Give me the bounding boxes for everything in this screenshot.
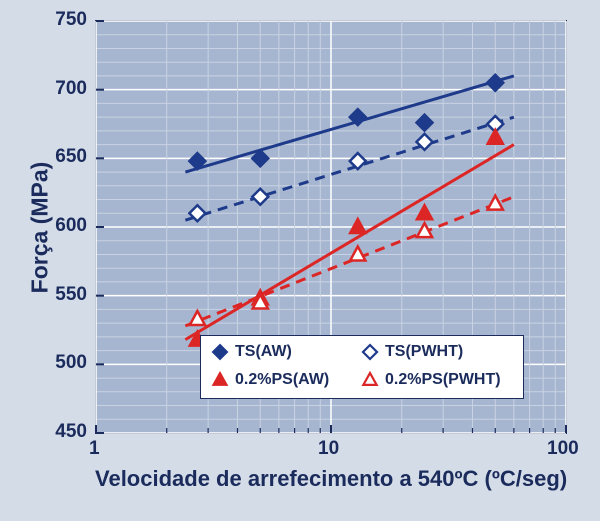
x-tick-label: 1 bbox=[89, 438, 100, 460]
y-tick-label: 650 bbox=[55, 146, 87, 168]
legend-item: TS(PWHT) bbox=[361, 343, 463, 361]
y-axis-title: Força (MPa) bbox=[27, 158, 54, 298]
x-tick-label: 10 bbox=[318, 438, 339, 460]
y-tick-label: 600 bbox=[55, 215, 87, 237]
legend: TS(AW) TS(PWHT) 0.2%PS(AW) 0.2%PS(PWHT) bbox=[200, 335, 524, 399]
x-tick-label: 100 bbox=[547, 438, 579, 460]
legend-label: TS(PWHT) bbox=[385, 343, 463, 361]
x-axis-title: Velocidade de arrefecimento a 540ºC (ºC/… bbox=[95, 466, 565, 492]
legend-label: 0.2%PS(AW) bbox=[235, 371, 329, 389]
legend-label: 0.2%PS(PWHT) bbox=[385, 371, 501, 389]
chart-container: Força (MPa) Velocidade de arrefecimento … bbox=[0, 0, 600, 521]
legend-item: TS(AW) bbox=[211, 343, 292, 361]
legend-label: TS(AW) bbox=[235, 343, 292, 361]
y-tick-label: 700 bbox=[55, 78, 87, 100]
y-tick-label: 500 bbox=[55, 352, 87, 374]
y-tick-label: 450 bbox=[55, 421, 87, 443]
legend-item: 0.2%PS(AW) bbox=[211, 371, 329, 389]
y-tick-label: 550 bbox=[55, 284, 87, 306]
y-tick-label: 750 bbox=[55, 9, 87, 31]
legend-item: 0.2%PS(PWHT) bbox=[361, 371, 501, 389]
